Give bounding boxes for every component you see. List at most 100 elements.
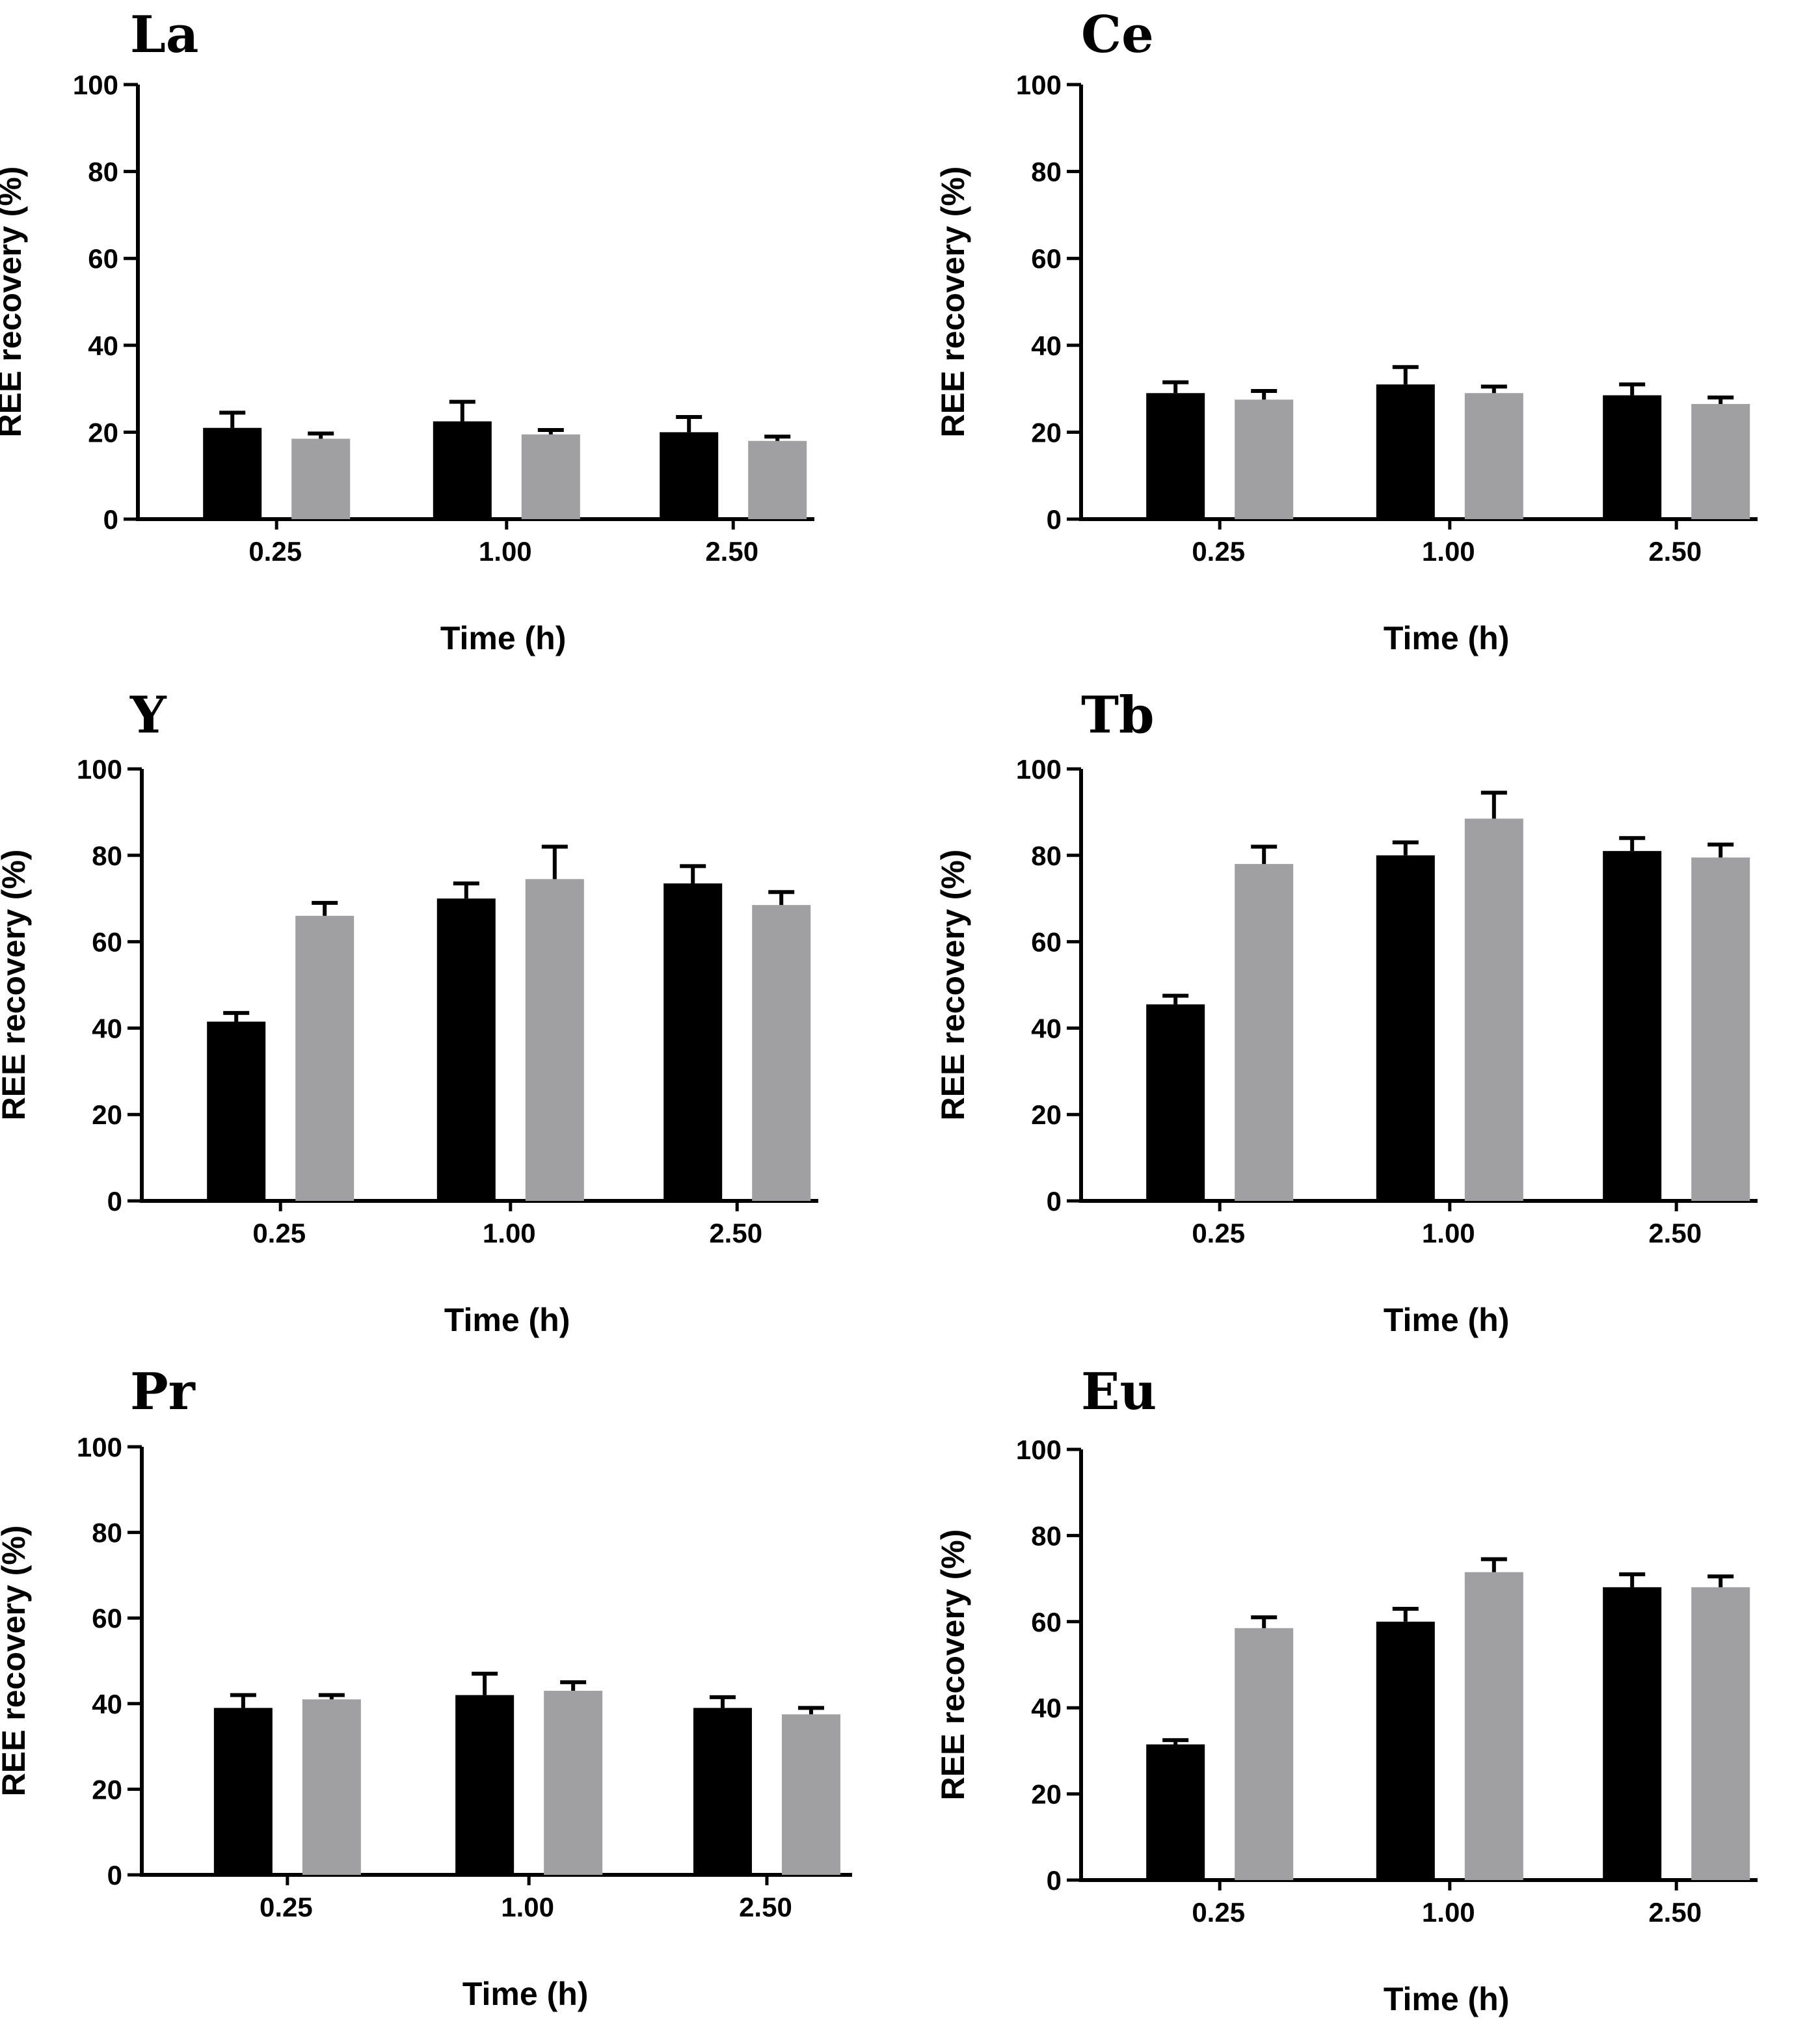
- x-tick-label: 1.00: [483, 1218, 536, 1248]
- y-tick-label: 40: [92, 1689, 122, 1719]
- chart-panel-Y: Y 0 20 40 60 80 100 REE recovery (%) 0.25 1.00 2.5…: [0, 686, 818, 1338]
- x-tick-label: 1.00: [1422, 1897, 1475, 1928]
- error-bar: [1707, 842, 1734, 858]
- chart-panel-Ce: Ce 0 20 40 60 80 100 REE recovery (%) 0.25 1.00 2.…: [935, 5, 1758, 656]
- bar-1.00-series1: [1376, 384, 1435, 519]
- bar-0.25-series1: [1146, 393, 1205, 519]
- panel-title: La: [130, 5, 198, 64]
- y-tick-label: 100: [77, 1432, 122, 1462]
- error-bar: [1392, 840, 1419, 855]
- bar-2.50-series2: [748, 440, 807, 519]
- y-axis-title: REE recovery (%): [0, 850, 32, 1121]
- y-tick-label: 0: [103, 504, 118, 535]
- bar-2.50-series1: [1603, 395, 1662, 519]
- bar-1.00-series2: [544, 1691, 603, 1875]
- y-tick-label: 60: [1031, 927, 1062, 958]
- error-bar: [768, 890, 795, 906]
- chart-panel-Tb: Tb 0 20 40 60 80 100 REE recovery (%) 0.25 1.00 2.…: [935, 686, 1758, 1338]
- error-bar: [1619, 382, 1646, 396]
- error-bar: [1480, 1557, 1507, 1572]
- error-bar: [1707, 1574, 1734, 1587]
- x-tick-label: 1.00: [479, 536, 532, 567]
- error-bar: [537, 428, 564, 435]
- bar-1.00-series2: [1464, 393, 1523, 519]
- y-tick-label: 100: [1016, 1434, 1062, 1465]
- bar-0.25-series2: [302, 1699, 361, 1875]
- y-tick-label: 60: [1031, 243, 1062, 274]
- panel-title: Tb: [1081, 686, 1155, 745]
- x-tick-label: 0.25: [1192, 536, 1245, 567]
- x-axis-title: Time (h): [1384, 1981, 1510, 2017]
- y-tick-label: 60: [1031, 1607, 1062, 1637]
- error-bar: [1480, 790, 1507, 819]
- chart-panel-Eu: Eu 0 20 40 60 80 100 REE recovery (%) 0.25 1.00 2.…: [935, 1362, 1758, 2017]
- x-tick-label: 0.25: [252, 1218, 306, 1248]
- bar-1.00-series1: [1376, 1621, 1435, 1880]
- x-tick-label: 0.25: [1192, 1897, 1245, 1928]
- error-bar: [676, 415, 703, 433]
- error-bar: [1619, 836, 1646, 852]
- y-tick-label: 100: [73, 70, 118, 100]
- panel-title: Eu: [1081, 1362, 1157, 1421]
- x-tick-label: 0.25: [1192, 1218, 1245, 1248]
- chart-panel-La: La 0 20 40 60 80 100 REE recovery (%) 0.25 1.00 2.…: [0, 5, 814, 656]
- error-bar: [453, 881, 479, 899]
- x-tick-label: 2.50: [1648, 1218, 1702, 1248]
- error-bar: [797, 1706, 824, 1715]
- x-axis-title: Time (h): [1384, 620, 1510, 656]
- y-tick-label: 40: [88, 330, 118, 361]
- y-axis-title: REE recovery (%): [0, 167, 28, 438]
- y-tick-label: 80: [92, 840, 122, 871]
- x-axis-title: Time (h): [1384, 1302, 1510, 1338]
- error-bar: [472, 1671, 498, 1695]
- bar-1.00-series2: [1464, 818, 1523, 1201]
- y-tick-label: 0: [1047, 1186, 1062, 1217]
- y-axis-title: REE recovery (%): [935, 1529, 971, 1801]
- error-bar: [1162, 993, 1189, 1004]
- y-tick-label: 60: [92, 927, 122, 958]
- error-bar: [230, 1693, 256, 1708]
- x-tick-label: 2.50: [1648, 1897, 1702, 1928]
- error-bar: [449, 399, 475, 422]
- bar-0.25-series2: [1235, 399, 1294, 519]
- y-axis-title: REE recovery (%): [935, 167, 971, 438]
- panel-title: Y: [129, 686, 167, 745]
- y-tick-label: 0: [1047, 1865, 1062, 1896]
- y-tick-label: 80: [1031, 840, 1062, 871]
- bar-0.25-series1: [1146, 1004, 1205, 1201]
- y-tick-label: 80: [1031, 1520, 1062, 1551]
- y-tick-label: 100: [77, 754, 122, 785]
- y-tick-label: 40: [1031, 1013, 1062, 1043]
- x-tick-label: 1.00: [1422, 536, 1475, 567]
- y-tick-label: 0: [1047, 504, 1062, 535]
- y-tick-label: 20: [1031, 1779, 1062, 1810]
- bar-2.50-series1: [1603, 851, 1662, 1201]
- bar-2.50-series2: [752, 905, 811, 1201]
- x-tick-label: 0.25: [260, 1892, 313, 1922]
- x-tick-label: 2.50: [709, 1218, 762, 1248]
- y-tick-label: 20: [1031, 417, 1062, 448]
- bar-2.50-series2: [1691, 403, 1750, 519]
- y-tick-label: 100: [1016, 70, 1062, 100]
- y-axis-title: REE recovery (%): [935, 850, 971, 1121]
- y-tick-label: 80: [92, 1518, 122, 1548]
- bar-2.50-series2: [781, 1714, 840, 1875]
- y-tick-label: 0: [107, 1860, 122, 1890]
- bar-0.25-series2: [291, 438, 351, 519]
- error-bar: [1480, 384, 1507, 394]
- x-axis-title: Time (h): [440, 620, 567, 656]
- panel-title: Pr: [130, 1362, 196, 1421]
- y-tick-label: 100: [1016, 754, 1062, 785]
- x-tick-label: 1.00: [501, 1892, 554, 1922]
- y-tick-label: 60: [88, 243, 118, 274]
- x-tick-label: 2.50: [1648, 536, 1702, 567]
- x-axis-title: Time (h): [444, 1302, 570, 1338]
- bar-1.00-series1: [455, 1695, 515, 1875]
- bar-0.25-series1: [213, 1708, 273, 1875]
- y-tick-label: 40: [1031, 1693, 1062, 1723]
- error-bar: [219, 410, 246, 428]
- error-bar: [1251, 388, 1278, 400]
- bar-1.00-series2: [1464, 1572, 1523, 1880]
- bar-1.00-series1: [436, 898, 496, 1201]
- bar-2.50-series1: [660, 432, 719, 519]
